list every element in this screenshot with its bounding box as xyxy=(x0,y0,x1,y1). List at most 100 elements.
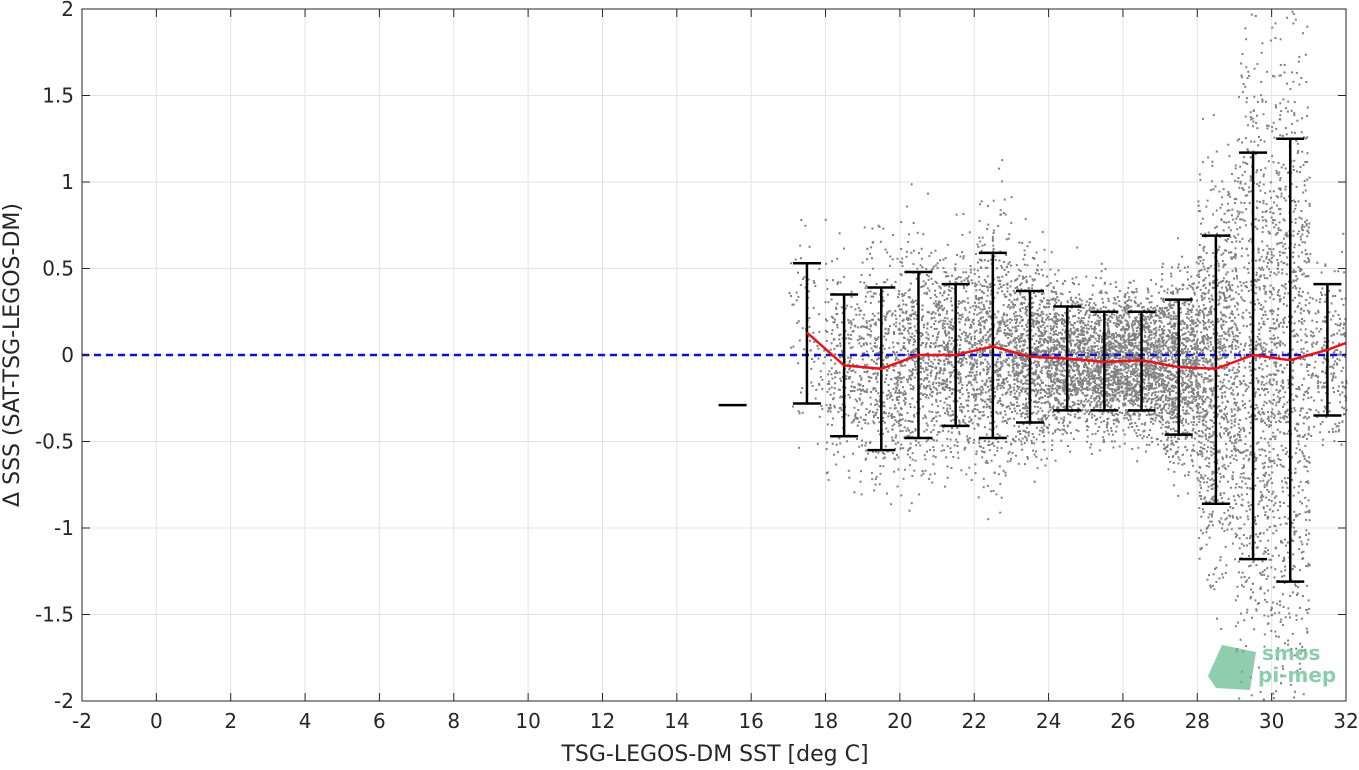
scatter-point xyxy=(890,314,893,317)
scatter-point xyxy=(874,292,877,295)
scatter-point xyxy=(974,296,977,299)
scatter-point xyxy=(1000,213,1003,216)
scatter-point xyxy=(1093,367,1096,370)
scatter-point xyxy=(1010,329,1013,332)
scatter-point xyxy=(965,277,968,280)
scatter-point xyxy=(838,334,841,337)
scatter-point xyxy=(997,340,1000,343)
scatter-point xyxy=(1009,374,1012,377)
scatter-point xyxy=(962,406,965,409)
scatter-point xyxy=(1042,414,1045,417)
scatter-point xyxy=(1111,316,1114,319)
scatter-point xyxy=(1002,304,1005,307)
scatter-point xyxy=(964,323,966,326)
scatter-point xyxy=(936,433,939,436)
scatter-point xyxy=(904,312,907,315)
scatter-point xyxy=(1076,328,1079,330)
scatter-point xyxy=(1105,392,1108,395)
scatter-point xyxy=(1130,335,1133,338)
scatter-point xyxy=(850,295,853,298)
scatter-point xyxy=(926,323,929,326)
scatter-point xyxy=(1083,323,1086,326)
scatter-point xyxy=(884,355,887,358)
scatter-point xyxy=(1020,282,1023,285)
scatter-point xyxy=(1098,324,1101,327)
scatter-point xyxy=(846,371,849,374)
scatter-point xyxy=(1145,400,1148,403)
scatter-point xyxy=(1056,280,1059,282)
scatter-point xyxy=(1022,344,1025,347)
scatter-point xyxy=(1056,407,1059,410)
scatter-point xyxy=(1077,345,1080,347)
scatter-point xyxy=(990,290,993,293)
scatter-point xyxy=(976,408,979,411)
scatter-point xyxy=(927,192,929,195)
scatter-point xyxy=(1046,275,1049,278)
scatter-point xyxy=(1043,248,1046,251)
scatter-point xyxy=(934,300,937,303)
scatter-point xyxy=(1070,352,1072,355)
scatter-point xyxy=(930,326,933,328)
scatter-point xyxy=(877,300,880,303)
scatter-point xyxy=(1001,316,1004,319)
scatter-point xyxy=(982,447,985,449)
scatter-point xyxy=(943,389,946,391)
scatter-point xyxy=(1092,378,1095,380)
scatter-point xyxy=(1039,331,1042,334)
scatter-point xyxy=(1023,365,1026,368)
scatter-point xyxy=(905,255,908,258)
scatter-point xyxy=(875,345,878,348)
scatter-point xyxy=(956,355,959,358)
scatter-point xyxy=(1080,385,1083,388)
scatter-point xyxy=(897,422,900,425)
scatter-point xyxy=(927,311,930,314)
scatter-point xyxy=(901,299,904,302)
scatter-point xyxy=(865,408,868,411)
scatter-point xyxy=(1074,384,1076,387)
scatter-point xyxy=(971,409,974,412)
scatter-point xyxy=(898,293,900,296)
scatter-point xyxy=(1121,309,1124,312)
scatter-point xyxy=(1120,377,1123,380)
scatter-point xyxy=(916,372,919,375)
scatter-point xyxy=(1047,348,1050,350)
scatter-point xyxy=(1061,379,1064,381)
scatter-point xyxy=(930,419,933,422)
scatter-point xyxy=(832,397,835,400)
scatter-point xyxy=(1086,341,1089,344)
scatter-point xyxy=(1152,319,1155,322)
scatter-point xyxy=(814,397,817,400)
scatter-point xyxy=(853,406,856,409)
scatter-point xyxy=(977,424,980,427)
scatter-point xyxy=(1072,383,1075,386)
scatter-point xyxy=(829,410,832,413)
scatter-point xyxy=(968,466,971,469)
scatter-point xyxy=(883,347,886,350)
scatter-point xyxy=(1085,309,1088,312)
scatter-point xyxy=(1094,374,1097,377)
scatter-point xyxy=(897,456,900,459)
scatter-point xyxy=(1032,436,1035,439)
scatter-point xyxy=(953,369,956,372)
scatter-point xyxy=(967,396,970,399)
scatter-point xyxy=(930,365,932,368)
scatter-point xyxy=(894,353,897,356)
scatter-point xyxy=(1059,344,1062,347)
scatter-point xyxy=(926,377,929,380)
scatter-point xyxy=(1084,370,1087,373)
scatter-point xyxy=(1115,389,1118,392)
scatter-point xyxy=(1048,392,1051,394)
scatter-point xyxy=(946,465,949,468)
scatter-point xyxy=(1048,402,1051,405)
scatter-point xyxy=(895,321,898,324)
scatter-point xyxy=(985,379,988,382)
scatter-point xyxy=(978,342,981,345)
scatter-point xyxy=(997,400,1000,403)
scatter-point xyxy=(999,375,1002,378)
scatter-point xyxy=(961,411,963,414)
scatter-point xyxy=(932,463,935,466)
scatter-point xyxy=(950,364,953,366)
scatter-point xyxy=(1043,260,1046,263)
scatter-point xyxy=(900,380,903,383)
scatter-point xyxy=(870,246,873,249)
